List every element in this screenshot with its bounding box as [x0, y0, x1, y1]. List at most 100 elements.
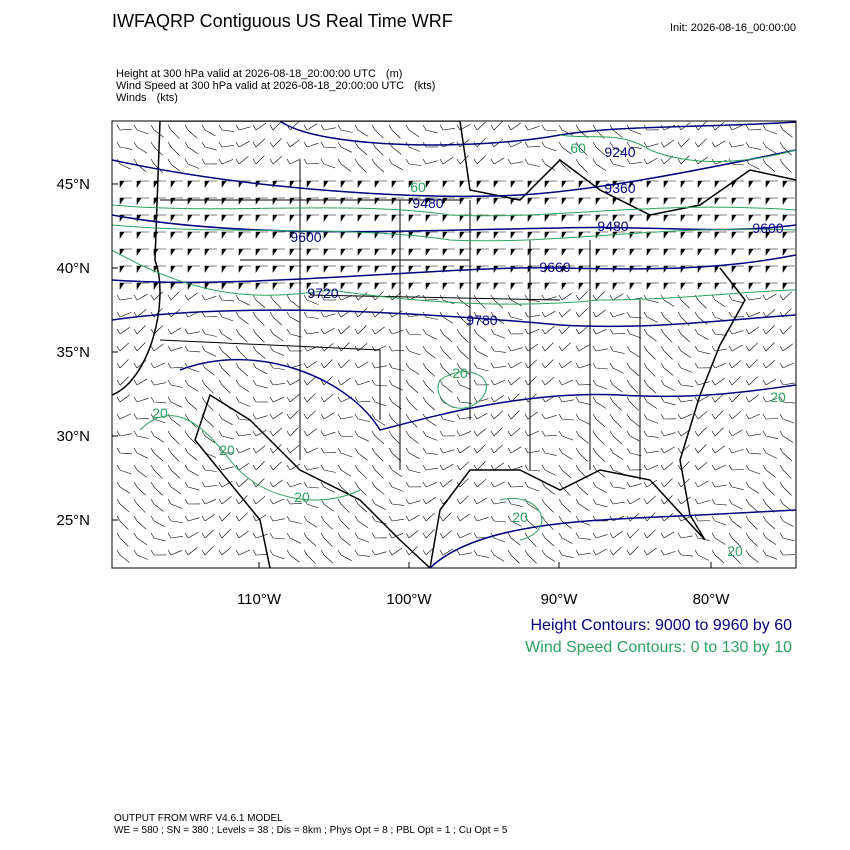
wind-barb: [269, 549, 285, 560]
wind-barb: [626, 124, 642, 135]
wind-barb: [728, 393, 741, 403]
wind-barb: [133, 549, 149, 560]
wind-barb: [779, 430, 794, 443]
wind-legend: Wind Speed Contours: 0 to 130 by 10: [525, 639, 792, 656]
wind-barb: [116, 464, 132, 475]
wind-barb: [663, 248, 676, 256]
wind-barb: [762, 124, 778, 135]
wind-barb: [269, 121, 282, 131]
wind-barb: [272, 214, 285, 222]
wind-barb: [524, 430, 540, 437]
wind-barb: [340, 282, 353, 290]
wind-barb: [167, 362, 184, 369]
wind-barb: [218, 345, 232, 360]
wind-barb: [252, 413, 268, 420]
wind-barb: [643, 396, 658, 409]
wind-barb: [136, 248, 149, 256]
wind-barb: [677, 362, 693, 373]
wind-barb: [697, 197, 710, 205]
wind-barb: [680, 231, 693, 239]
wind-barb: [680, 214, 693, 222]
wind-barb: [286, 549, 300, 563]
field-units: (m): [386, 68, 403, 80]
wind-barb: [643, 547, 657, 556]
wind-barb: [235, 345, 248, 360]
wind-barb: [748, 214, 761, 222]
wind-barb: [626, 464, 643, 471]
wind-barb: [697, 214, 710, 222]
wind-barb: [592, 379, 608, 390]
wind-barb: [150, 158, 163, 173]
wind-barb: [405, 379, 419, 394]
wind-barb: [201, 396, 214, 411]
wind-barb: [269, 461, 282, 471]
wind-barb: [782, 248, 795, 256]
wind-barb: [422, 345, 436, 359]
wind-barb: [779, 158, 792, 173]
wind-barb: [354, 447, 368, 461]
wind-barb: [371, 515, 387, 525]
wind-barb: [405, 124, 420, 137]
wind-barb: [439, 124, 455, 131]
wind-barb: [286, 532, 301, 544]
wind-barb: [235, 311, 249, 325]
wind-barb: [660, 328, 673, 343]
wind-barb: [680, 282, 693, 290]
wind-barb: [578, 214, 591, 222]
wind-barb: [677, 396, 693, 403]
wind-barb: [609, 293, 624, 301]
wind-barb: [643, 447, 659, 454]
lon-label: 110°W: [237, 591, 282, 608]
field-units: (kts): [414, 80, 435, 92]
wind-barb: [374, 282, 387, 290]
wind-barb: [306, 282, 319, 290]
wind-barb: [728, 141, 744, 148]
wind-barb: [561, 231, 574, 239]
wind-barb: [609, 396, 622, 411]
wind-barb: [765, 282, 778, 290]
wind-barb: [731, 282, 744, 290]
wind-barb: [442, 282, 455, 290]
wind-barb: [442, 180, 455, 188]
wind-barb: [779, 379, 795, 386]
wind-barb: [762, 158, 776, 173]
wind-barb: [510, 248, 523, 256]
wind-barb: [609, 430, 623, 445]
wind-barb: [592, 309, 606, 318]
wind-barb: [663, 197, 676, 205]
wind-barb: [711, 445, 725, 454]
wind-barb: [201, 345, 216, 357]
wind-barb: [527, 231, 540, 239]
wind-barb: [697, 282, 710, 290]
wind-barb: [269, 532, 286, 540]
wind-barb: [371, 447, 384, 462]
wind-barb: [133, 124, 149, 135]
wind-barb: [490, 481, 506, 488]
wind-barb: [286, 378, 301, 386]
wind-barb: [422, 481, 438, 488]
wind-barb: [286, 515, 302, 524]
wind-barb: [303, 345, 319, 352]
wind-barb: [592, 158, 607, 171]
wind-barb: [782, 265, 795, 273]
wind-barb: [592, 328, 608, 335]
wind-barb: [609, 141, 624, 153]
wind-barb: [184, 396, 198, 411]
wind-barb: [357, 265, 370, 273]
wind-barb: [459, 248, 472, 256]
wind-barb: [731, 265, 744, 273]
wind-barb: [337, 464, 352, 477]
wind-barb: [473, 428, 487, 437]
wind-barb: [660, 396, 676, 406]
wind-barb: [289, 197, 302, 205]
wind-barb: [490, 427, 503, 437]
wind-barb: [133, 359, 147, 369]
wind-barb: [354, 481, 367, 496]
wind-barb: [133, 532, 148, 545]
footer-model: OUTPUT FROM WRF V4.6.1 MODEL: [114, 813, 283, 824]
wind-barb: [493, 180, 506, 188]
wind-barb: [269, 294, 282, 309]
wind-barb: [626, 362, 640, 377]
wind-barb: [388, 547, 402, 556]
wind-barb: [116, 447, 133, 455]
